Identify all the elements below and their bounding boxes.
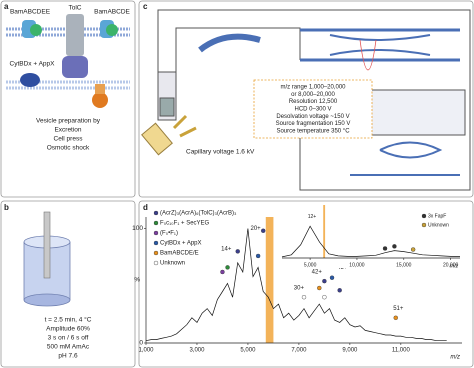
setting: Source temperature 350 °C: [276, 128, 350, 134]
protein-label: BamABCDEE: [10, 9, 51, 16]
x-tick-label: 10,000: [349, 262, 365, 268]
setting: or 8,000–20,000: [291, 92, 335, 98]
legend-marker: [153, 220, 159, 226]
sonicator-drawing: [23, 211, 71, 307]
legend-marker: [153, 210, 159, 216]
peak-marker: [337, 288, 342, 293]
setting: pH 7.6: [58, 353, 78, 360]
panel-frame: [138, 0, 474, 198]
setting: m/z range 1,000–20,000: [280, 85, 346, 91]
panel-frame: [0, 200, 136, 368]
legend-label: Unknown: [160, 261, 185, 267]
x-axis-label: m/z: [450, 355, 460, 361]
charge-label: 20+: [250, 226, 261, 232]
x-tick-label: 15,000: [396, 262, 412, 268]
peak-marker: [235, 249, 240, 254]
setting: Amplitude 60%: [46, 326, 90, 333]
setting: 3 s on / 6 s off: [48, 335, 89, 342]
charge-label: 42+: [312, 270, 323, 276]
x-tick-label: 3,000: [189, 348, 205, 354]
legend-marker: [153, 240, 159, 246]
x-tick-label: 9,000: [342, 348, 358, 354]
x-tick-label: 5,000: [240, 348, 256, 354]
x-tick-label: 5,000: [304, 262, 317, 268]
setting: Resolution 12,500: [289, 99, 338, 105]
legend-label: (F₀•F₁): [160, 231, 178, 237]
x-axis-label: m/z: [450, 263, 459, 269]
instrument-drawing: [141, 9, 471, 191]
peak-marker: [220, 269, 225, 275]
peak-marker: [301, 294, 307, 300]
x-tick-label: 7,000: [291, 348, 307, 354]
peak-marker: [317, 285, 322, 291]
legend-label: CytBDx + AppX: [160, 241, 202, 247]
setting: 500 mM AmAc: [47, 344, 90, 351]
peak-marker: [261, 228, 266, 233]
charge-label: 51+: [393, 306, 404, 312]
mass-spectrum: 1,000 3,000 5,000 7,000 9,000 11,000 0 100 14+ 20…: [132, 202, 468, 361]
peak-marker: [392, 244, 397, 249]
panel-frame: [0, 0, 136, 198]
legend-label: 3x FapF: [428, 213, 446, 219]
peak-marker: [322, 278, 327, 284]
peak-marker: [225, 265, 230, 270]
legend-label: Unknown: [428, 222, 449, 228]
x-tick-label: 20,000: [443, 262, 459, 268]
setting: Desolvation voltage ~150 V: [276, 114, 349, 120]
legend-marker: [421, 213, 427, 219]
highlight: [323, 205, 326, 258]
peak-marker: [322, 294, 327, 300]
spectrum: [145, 228, 447, 342]
panel-frame: [138, 200, 474, 368]
panel-label: d: [143, 203, 148, 212]
protein-label: BamABCDE: [94, 9, 130, 16]
legend-marker: [153, 230, 159, 236]
legend-marker: [153, 250, 159, 256]
peak-marker: [382, 246, 388, 251]
y-tick-label: 0: [139, 340, 143, 347]
protein-label: CytBDx + AppX: [10, 61, 56, 68]
protein-label: TolC: [68, 5, 81, 12]
caption: Cell press: [54, 136, 84, 143]
highlight: [265, 217, 274, 343]
peak-marker: [393, 315, 398, 320]
peak-marker: [255, 253, 261, 259]
spectrum: [281, 225, 460, 258]
peak-marker: [329, 275, 335, 280]
peak-marker: [410, 247, 416, 252]
legend-marker: [421, 222, 427, 228]
charge-label: 14+: [221, 247, 232, 253]
y-tick-label: 100: [132, 225, 143, 232]
panel-label: c: [143, 2, 148, 11]
y-axis-label: %: [134, 277, 140, 284]
caption: Osmotic shock: [47, 145, 90, 152]
legend-label: (AcrZ)₃(AcrA)₆(TolC)₃(AcrB)₃: [160, 211, 237, 217]
membrane-drawing: [6, 14, 130, 108]
caption: Vesicle preparation by: [36, 118, 101, 125]
panel-label: a: [4, 2, 9, 11]
legend-label: BamABCDE/E: [160, 251, 199, 257]
x-tick-label: 11,000: [392, 348, 411, 354]
charge-label: 30+: [294, 286, 305, 292]
inset-frame: [278, 202, 468, 268]
setting: Source fragmentation 150 V: [276, 121, 351, 127]
x-tick-label: 1,000: [138, 348, 154, 354]
setting: HCD 0–300 V: [294, 106, 331, 112]
charge-label: 12+: [308, 214, 317, 220]
legend-label: F₀c₁₀F₁ + SecYEG: [160, 221, 210, 227]
setting: t = 2.5 min, 4 °C: [45, 316, 92, 324]
settings-box: [253, 79, 373, 139]
capillary-label: Capillary voltage 1.6 kV: [186, 149, 255, 156]
legend-marker: [153, 260, 159, 266]
caption: Excretion: [54, 127, 81, 134]
panel-label: b: [4, 203, 9, 212]
